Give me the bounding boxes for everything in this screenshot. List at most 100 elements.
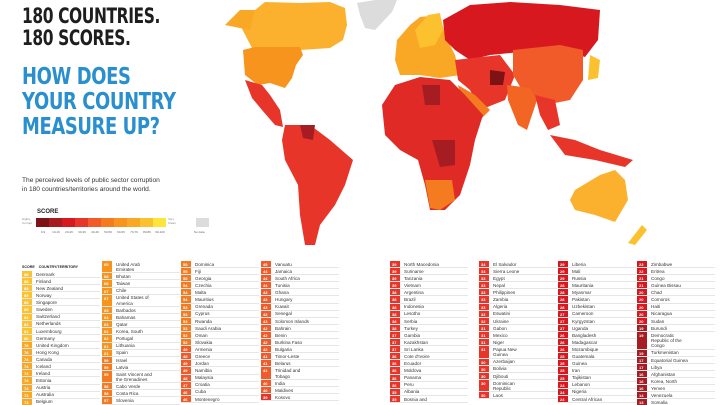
table-row: 74 Estonia	[22, 377, 100, 385]
score-badge: 88	[22, 271, 32, 278]
score-badge: 61	[102, 342, 112, 349]
score-badge: 38	[390, 289, 400, 296]
table-row: 16 Yemen	[637, 385, 715, 393]
score-badge: 26	[558, 339, 568, 346]
country-name: India	[275, 380, 285, 386]
score-badge: 85	[22, 306, 32, 313]
table-column: 34 El Salvador 34 Sierra Leone 33 Egypt 33 Nepa…	[479, 261, 557, 400]
score-badge: 36	[390, 353, 400, 360]
score-badge: 67	[102, 294, 112, 307]
score-badge: 44	[261, 282, 271, 289]
score-badge: 38	[390, 296, 400, 303]
score-badge: 55	[181, 275, 191, 282]
legend-no-data: No data	[194, 218, 209, 234]
country-name: Taiwan	[116, 281, 131, 287]
country-name: Cameroon	[572, 311, 594, 317]
score-badge: 61	[102, 349, 112, 356]
country-name: Laos	[493, 392, 503, 398]
country-name: Fiji	[195, 268, 201, 274]
score-badge: 43	[261, 296, 271, 303]
country-name: Korea, South	[116, 329, 143, 335]
table-row: 74 Iceland	[22, 363, 100, 371]
country-name: Iran	[572, 368, 580, 374]
country-name: North Macedonia	[404, 261, 439, 267]
table-row: 33 Algeria	[479, 303, 557, 311]
country-name: Djibouti	[493, 373, 509, 379]
score-badge: 69	[102, 261, 112, 273]
table-row: 33 Egypt	[479, 275, 557, 283]
country-name: Venezuela	[651, 392, 673, 398]
country-name: Bosnia and	[404, 396, 427, 402]
country-name: Libya	[651, 364, 662, 370]
table-row: 44 Jamaica	[261, 268, 339, 276]
table-row: 41 Timor-Leste	[261, 353, 339, 361]
country-name: Burkina Faso	[275, 339, 303, 345]
country-name: United Arab Emirates	[116, 261, 141, 273]
country-name: Bolivia	[493, 366, 507, 372]
score-badge: 88	[22, 285, 32, 292]
table-row: 54 Malta	[181, 289, 259, 297]
table-row: 33 Zambia	[479, 296, 557, 304]
score-badge: 48	[181, 374, 191, 381]
country-name: Gambia	[404, 332, 421, 338]
country-name: Chad	[651, 290, 662, 296]
table-row: 20 Nicaragua	[637, 310, 715, 318]
country-name: New Zealand	[36, 285, 64, 291]
table-row: 27 Uganda	[558, 324, 636, 332]
legend-swatch: 80-89	[140, 218, 153, 234]
score-badge: 42	[261, 346, 271, 353]
legend-title: SCORE	[37, 209, 59, 215]
table-row: 38 Brazil	[390, 296, 468, 304]
score-badge: 82	[22, 320, 32, 327]
score-badge: 30	[479, 358, 489, 365]
country-name: Estonia	[36, 378, 52, 384]
score-badge: 73	[22, 391, 32, 398]
table-row: 53 Grenada	[181, 303, 259, 311]
country-name: Indonesia	[404, 304, 424, 310]
score-badge: 25	[558, 374, 568, 381]
country-name: Jamaica	[275, 268, 293, 274]
table-column: 39 North Macedonia 39 Suriname 39 Tanzania 39 V…	[390, 261, 468, 403]
country-name: Iceland	[36, 364, 51, 370]
score-badge: 84	[22, 313, 32, 320]
score-badge: 30	[479, 392, 489, 399]
score-badge: 36	[390, 367, 400, 374]
table-row: 28 Uzbekistan	[558, 303, 636, 311]
score-badge: 14	[637, 392, 647, 399]
score-badge: 31	[479, 331, 489, 339]
country-name: Albania	[404, 389, 420, 395]
table-row: 40 India	[261, 379, 339, 387]
country-name: El Salvador	[493, 261, 517, 267]
score-badge: 31	[479, 339, 489, 346]
country-name: Argentina	[404, 290, 424, 296]
table-row: 29 Liberia	[558, 261, 636, 269]
country-name: Lithuania	[116, 343, 135, 349]
score-badge: 24	[558, 381, 568, 388]
map-australia	[570, 170, 628, 222]
map-greenland	[357, 0, 397, 30]
score-badge: 57	[102, 397, 112, 404]
country-name: Kazakhstan	[404, 339, 429, 345]
score-badge: 38	[390, 303, 400, 310]
table-row: 65 Barbados	[102, 307, 180, 315]
table-row: 37 Gambia	[390, 331, 468, 340]
score-badge: 25	[558, 360, 568, 367]
score-badge: 38	[390, 310, 400, 317]
country-name: Senegal	[275, 311, 292, 317]
score-badge: 31	[479, 324, 489, 331]
score-badge: 19	[637, 349, 647, 356]
table-row: 33 Philippines	[479, 289, 557, 297]
table-row: 88 New Zealand	[22, 285, 100, 293]
table-row: 39 Vietnam	[390, 282, 468, 290]
score-badge: 41	[261, 360, 271, 367]
country-name: Azerbaijan	[493, 359, 515, 365]
table-row: 34 Sierra Leone	[479, 268, 557, 276]
score-badge: 24	[558, 395, 568, 402]
score-badge: 38	[390, 317, 400, 324]
table-row: 31 Mexico	[479, 331, 557, 340]
table-row: 52 Oman	[181, 331, 259, 340]
table-row: 31 Niger	[479, 339, 557, 347]
country-name: Burundi	[651, 325, 667, 331]
table-row: 26 Bangladesh	[558, 331, 636, 340]
